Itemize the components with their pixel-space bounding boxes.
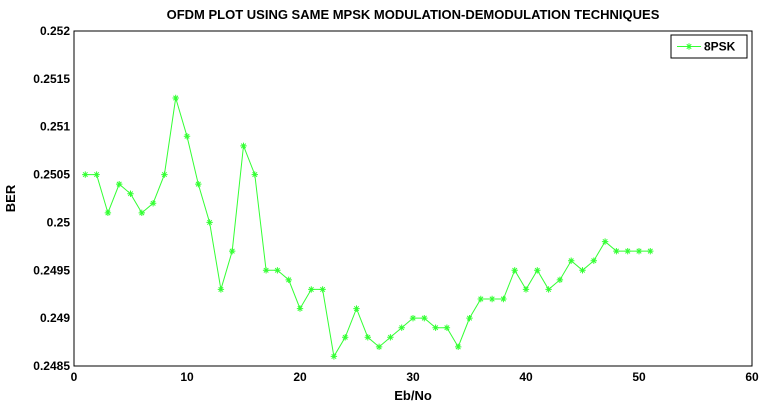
x-axis-label: Eb/No xyxy=(394,388,432,403)
data-point xyxy=(375,343,383,351)
data-point xyxy=(116,180,123,188)
y-tick-label: 0.2495 xyxy=(33,263,70,277)
data-point xyxy=(534,267,541,274)
data-point xyxy=(149,200,157,207)
data-point xyxy=(477,295,484,303)
series-layer xyxy=(82,94,654,360)
data-point xyxy=(161,171,168,178)
data-point xyxy=(522,286,530,293)
data-point xyxy=(443,324,451,331)
data-point xyxy=(93,171,100,178)
data-point xyxy=(262,267,270,274)
data-point xyxy=(579,267,586,274)
x-tick-label: 10 xyxy=(180,370,194,384)
x-tick-label: 50 xyxy=(632,370,646,384)
data-point xyxy=(82,171,89,178)
data-point xyxy=(296,305,304,312)
data-point xyxy=(364,334,371,341)
data-point xyxy=(511,267,518,274)
data-point xyxy=(104,209,112,217)
data-point xyxy=(624,247,631,255)
y-axis-label: BER xyxy=(3,184,18,212)
data-point xyxy=(590,257,597,264)
data-point xyxy=(308,286,315,293)
data-point xyxy=(285,276,292,284)
data-point xyxy=(353,305,360,312)
data-point xyxy=(635,247,643,255)
data-point xyxy=(251,171,258,178)
data-point xyxy=(398,324,405,331)
data-point xyxy=(455,343,462,351)
legend-marker xyxy=(685,43,693,50)
y-tick-label: 0.2485 xyxy=(33,359,70,373)
data-point xyxy=(217,286,225,293)
data-point xyxy=(183,133,191,140)
data-point xyxy=(647,247,654,255)
y-tick-label: 0.2515 xyxy=(33,72,70,86)
data-point xyxy=(274,267,281,274)
data-point xyxy=(240,142,247,150)
x-tick-label: 60 xyxy=(745,370,759,384)
x-tick-label: 30 xyxy=(406,370,420,384)
y-tick-label: 0.249 xyxy=(40,311,70,325)
x-tick-label: 40 xyxy=(519,370,533,384)
data-point xyxy=(601,238,609,245)
data-point xyxy=(545,286,552,293)
data-point xyxy=(421,314,428,322)
legend-entry-label: 8PSK xyxy=(704,40,736,54)
chart-title: OFDM PLOT USING SAME MPSK MODULATION-DEM… xyxy=(167,7,660,22)
data-point xyxy=(613,247,620,255)
data-point xyxy=(229,247,236,255)
data-point xyxy=(172,94,179,102)
data-point xyxy=(330,353,338,360)
data-point xyxy=(342,334,349,341)
legend: 8PSK xyxy=(670,34,748,59)
legend-box xyxy=(670,34,748,59)
y-tick-label: 0.251 xyxy=(40,120,70,134)
data-point xyxy=(127,190,134,197)
data-point xyxy=(206,219,213,226)
x-axis-ticks: 0 10 20 30 40 50 60 xyxy=(71,31,759,384)
data-point xyxy=(432,324,439,331)
data-point xyxy=(319,286,326,293)
x-tick-label: 0 xyxy=(71,370,78,384)
data-point xyxy=(387,334,394,341)
y-tick-label: 0.25 xyxy=(47,215,71,229)
data-point xyxy=(409,314,417,322)
data-point xyxy=(138,209,145,217)
data-point xyxy=(195,180,202,188)
y-tick-label: 0.2505 xyxy=(33,168,70,182)
plot-area xyxy=(73,30,753,367)
data-point xyxy=(466,314,473,322)
data-point xyxy=(488,295,496,303)
x-tick-label: 20 xyxy=(293,370,307,384)
data-point xyxy=(568,257,575,264)
y-tick-label: 0.252 xyxy=(40,24,70,38)
data-point xyxy=(500,295,507,303)
data-point xyxy=(556,276,564,284)
